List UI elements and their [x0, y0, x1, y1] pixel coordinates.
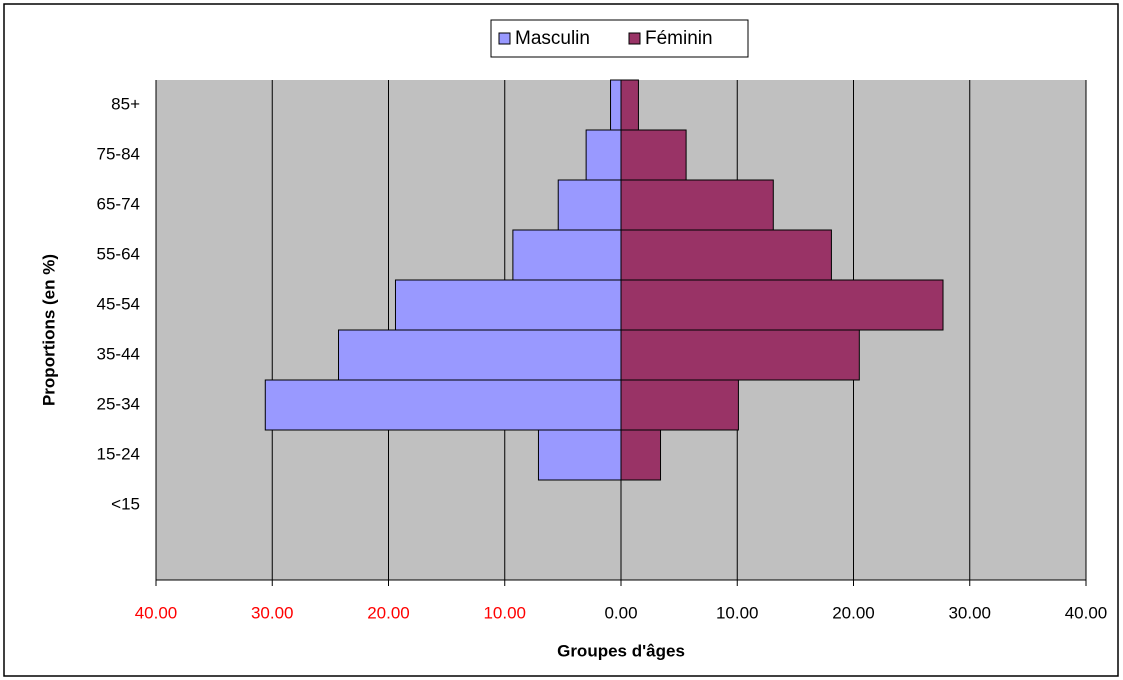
- bar: [620, 179, 774, 231]
- y-tick-label: 85+: [111, 94, 140, 113]
- bar: [620, 229, 832, 281]
- x-axis-label: Groupes d'âges: [557, 641, 685, 660]
- legend-swatch: [498, 32, 511, 45]
- bar: [610, 79, 622, 131]
- bar: [620, 329, 860, 381]
- x-tick-label: 40.00: [1065, 603, 1108, 622]
- x-tick-label: 10.00: [483, 603, 526, 622]
- x-tick-label: 30.00: [251, 603, 294, 622]
- y-tick-label: 55-64: [97, 244, 140, 263]
- bar: [620, 279, 944, 331]
- x-tick-label: 10.00: [716, 603, 759, 622]
- y-tick-label: <15: [111, 494, 140, 513]
- bar: [620, 79, 639, 131]
- x-tick-label: 40.00: [135, 603, 178, 622]
- bar: [338, 329, 622, 381]
- legend-label: Masculin: [515, 28, 590, 49]
- y-tick-label: 75-84: [97, 144, 140, 163]
- bar: [537, 429, 622, 481]
- x-tick-label: 20.00: [367, 603, 410, 622]
- bar: [585, 129, 622, 181]
- y-axis-label: Proportions (en %): [39, 254, 58, 406]
- bar: [394, 279, 622, 331]
- x-tick-label: 0.00: [604, 603, 637, 622]
- bar: [557, 179, 622, 231]
- legend-swatch: [628, 32, 641, 45]
- bar: [264, 379, 622, 431]
- y-tick-label: 65-74: [97, 194, 140, 213]
- bar: [620, 429, 662, 481]
- legend-box: [490, 19, 749, 58]
- y-tick-label: 45-54: [97, 294, 140, 313]
- y-tick-label: 25-34: [97, 394, 140, 413]
- x-tick-label: 30.00: [948, 603, 991, 622]
- bar: [620, 129, 687, 181]
- y-tick-label: 15-24: [97, 444, 140, 463]
- bar: [620, 379, 739, 431]
- x-tick-label: 20.00: [832, 603, 875, 622]
- y-tick-label: 35-44: [97, 344, 140, 363]
- bar: [512, 229, 622, 281]
- legend-label: Féminin: [645, 28, 713, 49]
